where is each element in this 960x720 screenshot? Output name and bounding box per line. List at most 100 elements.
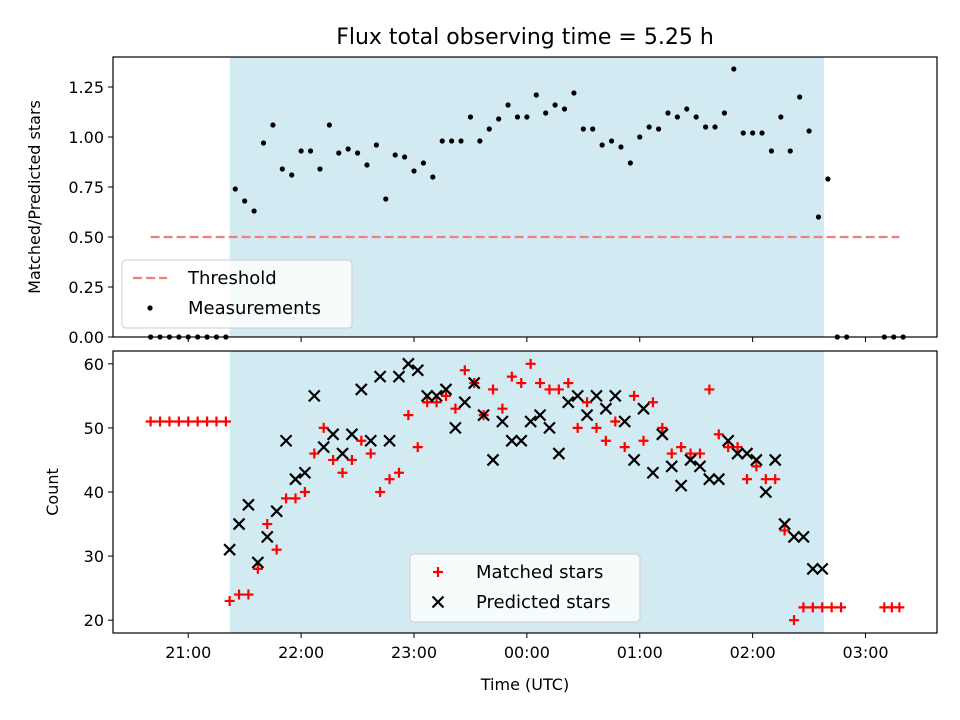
top-legend-entry: Measurements	[188, 298, 321, 319]
top-point	[524, 114, 530, 120]
top-point	[383, 196, 389, 202]
bottom-matched-marker	[591, 422, 602, 433]
bottom-predicted-marker	[731, 447, 744, 460]
bottom-matched-marker	[281, 493, 292, 504]
top-point	[477, 138, 483, 144]
top-point	[797, 94, 803, 100]
bottom-predicted-marker	[345, 428, 359, 441]
bottom-predicted-marker	[656, 428, 669, 441]
top-point	[655, 126, 662, 132]
bottom-predicted-marker	[251, 556, 265, 569]
bottom-predicted-marker	[674, 479, 688, 492]
bottom-matched-marker	[220, 416, 231, 427]
top-chart-title: Flux total observing time = 5.25 h	[336, 25, 714, 50]
top-point	[401, 154, 408, 160]
top-point	[307, 148, 314, 154]
bottom-matched-marker	[610, 416, 621, 427]
bottom-x-tick-label: 01:00	[617, 643, 663, 662]
bottom-predicted-marker	[750, 453, 763, 467]
bottom-predicted-marker	[336, 447, 349, 460]
bottom-matched-marker	[403, 410, 414, 421]
bottom-matched-marker	[600, 435, 611, 446]
top-point	[336, 150, 342, 156]
bottom-matched-marker	[450, 403, 461, 414]
bottom-predicted-marker	[580, 408, 594, 422]
bottom-predicted-marker	[308, 389, 321, 403]
top-series-measurements	[148, 66, 906, 340]
bottom-matched-marker	[789, 615, 800, 626]
top-point	[543, 110, 549, 116]
bottom-predicted-marker	[279, 434, 293, 448]
top-point	[637, 134, 643, 140]
top-axes-frame	[112, 56, 938, 338]
top-point	[806, 128, 812, 134]
bottom-matched-marker	[393, 467, 404, 478]
top-point	[279, 166, 285, 172]
bottom-matched-marker	[173, 416, 184, 427]
top-point	[759, 130, 765, 136]
bottom-matched-marker	[488, 384, 499, 395]
bottom-matched-marker	[629, 390, 640, 401]
bottom-predicted-marker	[326, 428, 340, 441]
bottom-predicted-marker	[806, 562, 820, 576]
bottom-predicted-marker	[693, 460, 707, 473]
top-point	[496, 116, 502, 122]
bottom-matched-marker	[145, 416, 156, 427]
bottom-predicted-marker	[402, 357, 415, 371]
bottom-predicted-marker	[665, 460, 679, 473]
bottom-matched-marker	[685, 448, 696, 459]
bottom-matched-marker	[826, 602, 837, 613]
bottom-legend-predicted-swatch	[431, 595, 445, 609]
bottom-x-tick-label: 23:00	[391, 643, 437, 662]
bottom-predicted-marker	[618, 415, 631, 428]
bottom-predicted-marker	[759, 485, 773, 499]
bottom-predicted-marker	[703, 472, 716, 486]
bottom-matched-marker	[516, 378, 527, 389]
top-point	[590, 126, 596, 132]
top-y-tick-label: 0.75	[68, 178, 104, 197]
top-point	[712, 124, 718, 130]
bottom-matched-marker	[328, 454, 339, 465]
bottom-matched-marker	[836, 602, 847, 613]
bottom-x-tick-label: 03:00	[842, 643, 888, 662]
top-point	[665, 110, 671, 116]
bottom-matched-marker	[760, 474, 771, 485]
top-point	[768, 148, 775, 154]
bottom-matched-marker	[365, 448, 376, 459]
bottom-matched-marker	[346, 454, 357, 465]
top-point	[815, 214, 822, 220]
bottom-matched-marker	[657, 422, 668, 433]
bottom-matched-marker	[440, 390, 451, 401]
top-point	[580, 126, 586, 132]
top-point	[260, 140, 267, 146]
bottom-matched-marker	[309, 448, 320, 459]
bottom-y-tick-label: 20	[84, 611, 104, 630]
bottom-matched-marker	[271, 544, 282, 555]
top-point	[289, 172, 295, 178]
bottom-matched-marker	[619, 442, 630, 453]
top-point	[571, 90, 577, 96]
bottom-predicted-marker	[496, 415, 509, 428]
top-point	[750, 130, 756, 136]
bottom-matched-marker	[713, 429, 724, 440]
bottom-matched-marker	[497, 403, 508, 414]
bottom-matched-marker	[741, 474, 752, 485]
bottom-predicted-marker	[289, 472, 302, 486]
bottom-matched-marker	[252, 563, 263, 574]
top-legend-measurement-swatch	[147, 305, 153, 311]
bottom-matched-marker	[817, 602, 828, 613]
top-point	[684, 106, 690, 112]
bottom-matched-marker	[243, 589, 254, 600]
bottom-axes-frame	[112, 350, 938, 634]
bottom-predicted-marker	[637, 402, 650, 415]
top-point	[439, 138, 445, 144]
top-legend: Threshold Measurements	[121, 259, 353, 329]
bottom-predicted-marker	[392, 370, 406, 383]
top-point	[242, 198, 248, 204]
bottom-matched-marker	[202, 416, 213, 427]
top-point	[740, 130, 746, 136]
bottom-predicted-marker	[477, 408, 490, 422]
top-point	[345, 146, 351, 152]
top-point	[608, 138, 615, 144]
bottom-matched-marker	[234, 589, 245, 600]
